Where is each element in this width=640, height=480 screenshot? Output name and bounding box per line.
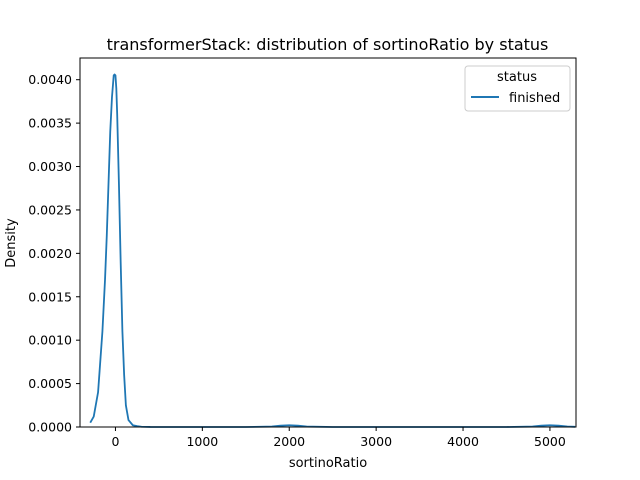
y-tick-label: 0.0005 (28, 376, 72, 391)
x-tick-label: 3000 (360, 434, 392, 449)
x-tick-label: 2000 (273, 434, 305, 449)
legend-box (464, 65, 571, 112)
y-tick-label: 0.0030 (28, 159, 72, 174)
x-axis: 0 1000 2000 3000 4000 5000 (111, 427, 566, 449)
y-tick-label: 0.0000 (28, 420, 72, 435)
y-tick-label: 0.0020 (28, 246, 72, 261)
legend: status finished (464, 65, 571, 112)
x-tick-label: 5000 (534, 434, 566, 449)
legend-title: status (497, 70, 537, 85)
x-axis-label: sortinoRatio (289, 456, 367, 471)
x-tick-label: 1000 (186, 434, 218, 449)
y-tick-label: 0.0025 (28, 202, 72, 217)
x-tick-label: 0 (111, 434, 119, 449)
x-tick-label: 4000 (447, 434, 479, 449)
y-tick-label: 0.0010 (28, 333, 72, 348)
plot-area-frame (79, 57, 577, 428)
y-tick-label: 0.0015 (28, 289, 72, 304)
y-tick-label: 0.0035 (28, 116, 72, 131)
legend-entry-finished: finished (509, 91, 560, 106)
chart-title: transformerStack: distribution of sortin… (107, 35, 549, 54)
y-axis: 0.0000 0.0005 0.0010 0.0015 0.0020 0.0025 0.00… (28, 72, 80, 435)
y-tick-label: 0.0040 (28, 72, 72, 87)
y-axis-label: Density (4, 218, 19, 268)
